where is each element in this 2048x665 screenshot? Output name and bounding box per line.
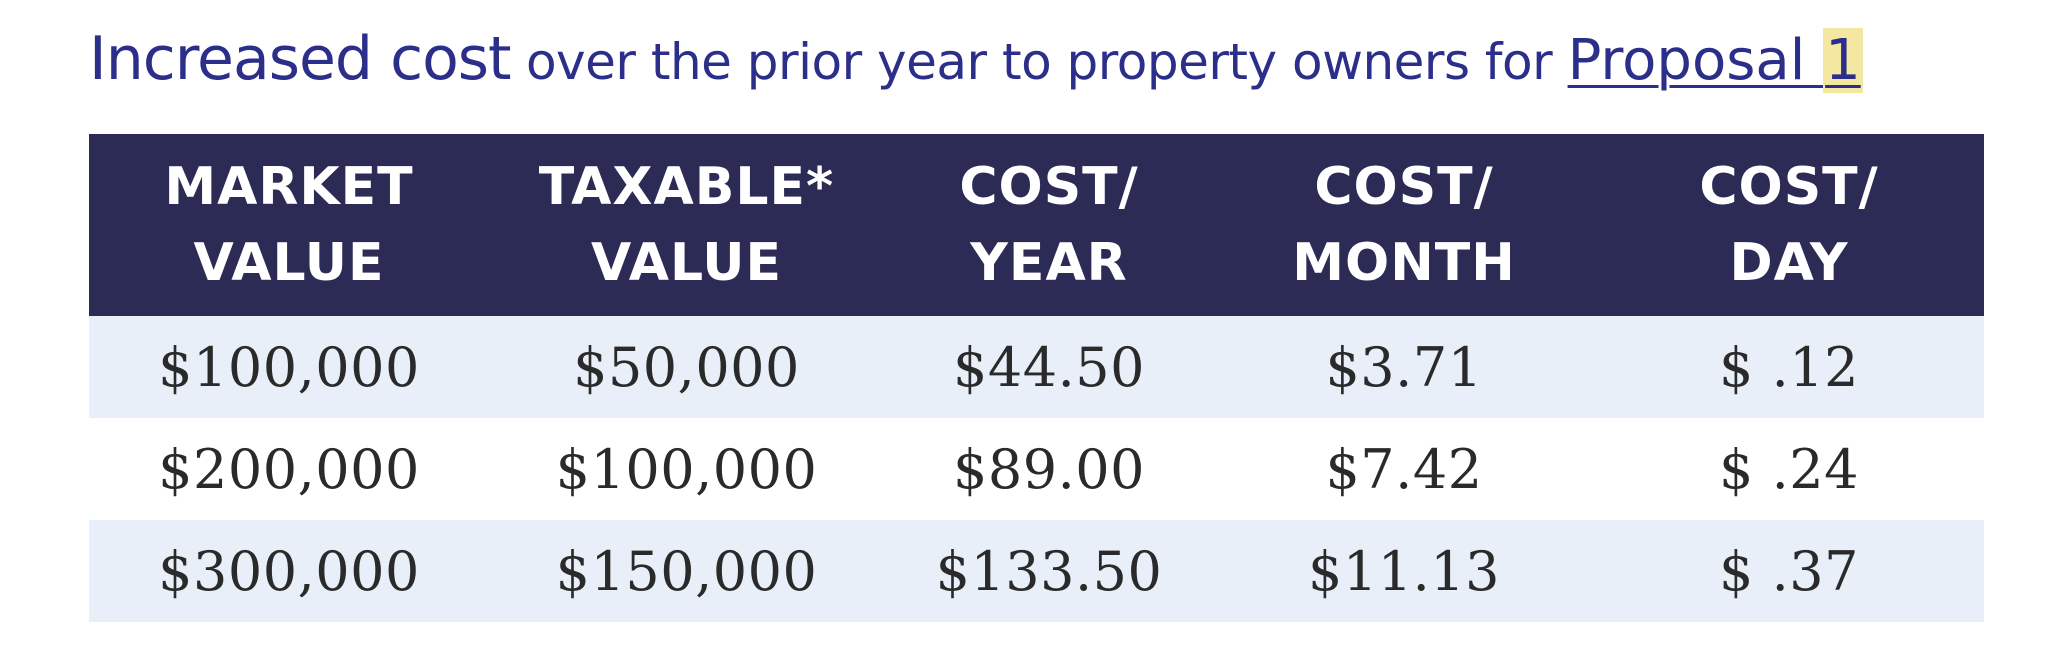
cell-cost-day: $ .24 bbox=[1719, 437, 1859, 501]
header-line: COST/ bbox=[1699, 157, 1879, 217]
cell-market-value: $300,000 bbox=[158, 539, 420, 603]
header-line: VALUE bbox=[193, 233, 385, 293]
table-row: $300,000 $150,000 $133.50 $11.13 $ .37 bbox=[89, 520, 1984, 622]
cell-cost-month: $11.13 bbox=[1308, 539, 1500, 603]
title-text: over the prior year to property owners f… bbox=[510, 33, 1568, 91]
cell-market-value: $200,000 bbox=[158, 437, 420, 501]
header-cost-day: COST/ DAY bbox=[1594, 134, 1984, 316]
header-line: VALUE bbox=[591, 233, 782, 293]
header-cost-month: COST/ MONTH bbox=[1214, 134, 1594, 316]
proposal-link[interactable]: Proposal 1 bbox=[1568, 28, 1863, 93]
header-taxable-value: TAXABLE* VALUE bbox=[489, 134, 884, 316]
header-line: YEAR bbox=[970, 233, 1128, 293]
header-line: COST/ bbox=[959, 157, 1139, 217]
cell-taxable-value: $100,000 bbox=[555, 437, 818, 501]
cell-taxable-value: $50,000 bbox=[573, 335, 800, 399]
header-line: MONTH bbox=[1292, 233, 1516, 293]
cell-taxable-value: $150,000 bbox=[555, 539, 818, 603]
cost-table: MARKET VALUE TAXABLE* VALUE COST/ YEAR C… bbox=[89, 134, 1984, 622]
header-line: COST/ bbox=[1314, 157, 1494, 217]
header-market-value: MARKET VALUE bbox=[89, 134, 489, 316]
proposal-link-label: Proposal bbox=[1567, 28, 1824, 93]
cell-cost-year: $44.50 bbox=[953, 335, 1145, 399]
header-cost-year: COST/ YEAR bbox=[884, 134, 1214, 316]
header-line: TAXABLE* bbox=[538, 157, 835, 217]
cell-cost-month: $3.71 bbox=[1325, 335, 1483, 399]
table-row: $100,000 $50,000 $44.50 $3.71 $ .12 bbox=[89, 316, 1984, 418]
cell-cost-day: $ .12 bbox=[1719, 335, 1859, 399]
header-line: MARKET bbox=[164, 157, 414, 217]
cell-market-value: $100,000 bbox=[158, 335, 420, 399]
proposal-number-highlight: 1 bbox=[1823, 28, 1863, 93]
cell-cost-day: $ .37 bbox=[1719, 539, 1859, 603]
table-header: MARKET VALUE TAXABLE* VALUE COST/ YEAR C… bbox=[89, 134, 1984, 316]
cell-cost-year: $133.50 bbox=[935, 539, 1163, 603]
cell-cost-month: $7.42 bbox=[1325, 437, 1483, 501]
cell-cost-year: $89.00 bbox=[953, 437, 1145, 501]
table-row: $200,000 $100,000 $89.00 $7.42 $ .24 bbox=[89, 418, 1984, 520]
page-title: Increased cost over the prior year to pr… bbox=[89, 14, 1863, 104]
header-line: DAY bbox=[1729, 233, 1849, 293]
title-emphasis: Increased cost bbox=[89, 24, 512, 94]
